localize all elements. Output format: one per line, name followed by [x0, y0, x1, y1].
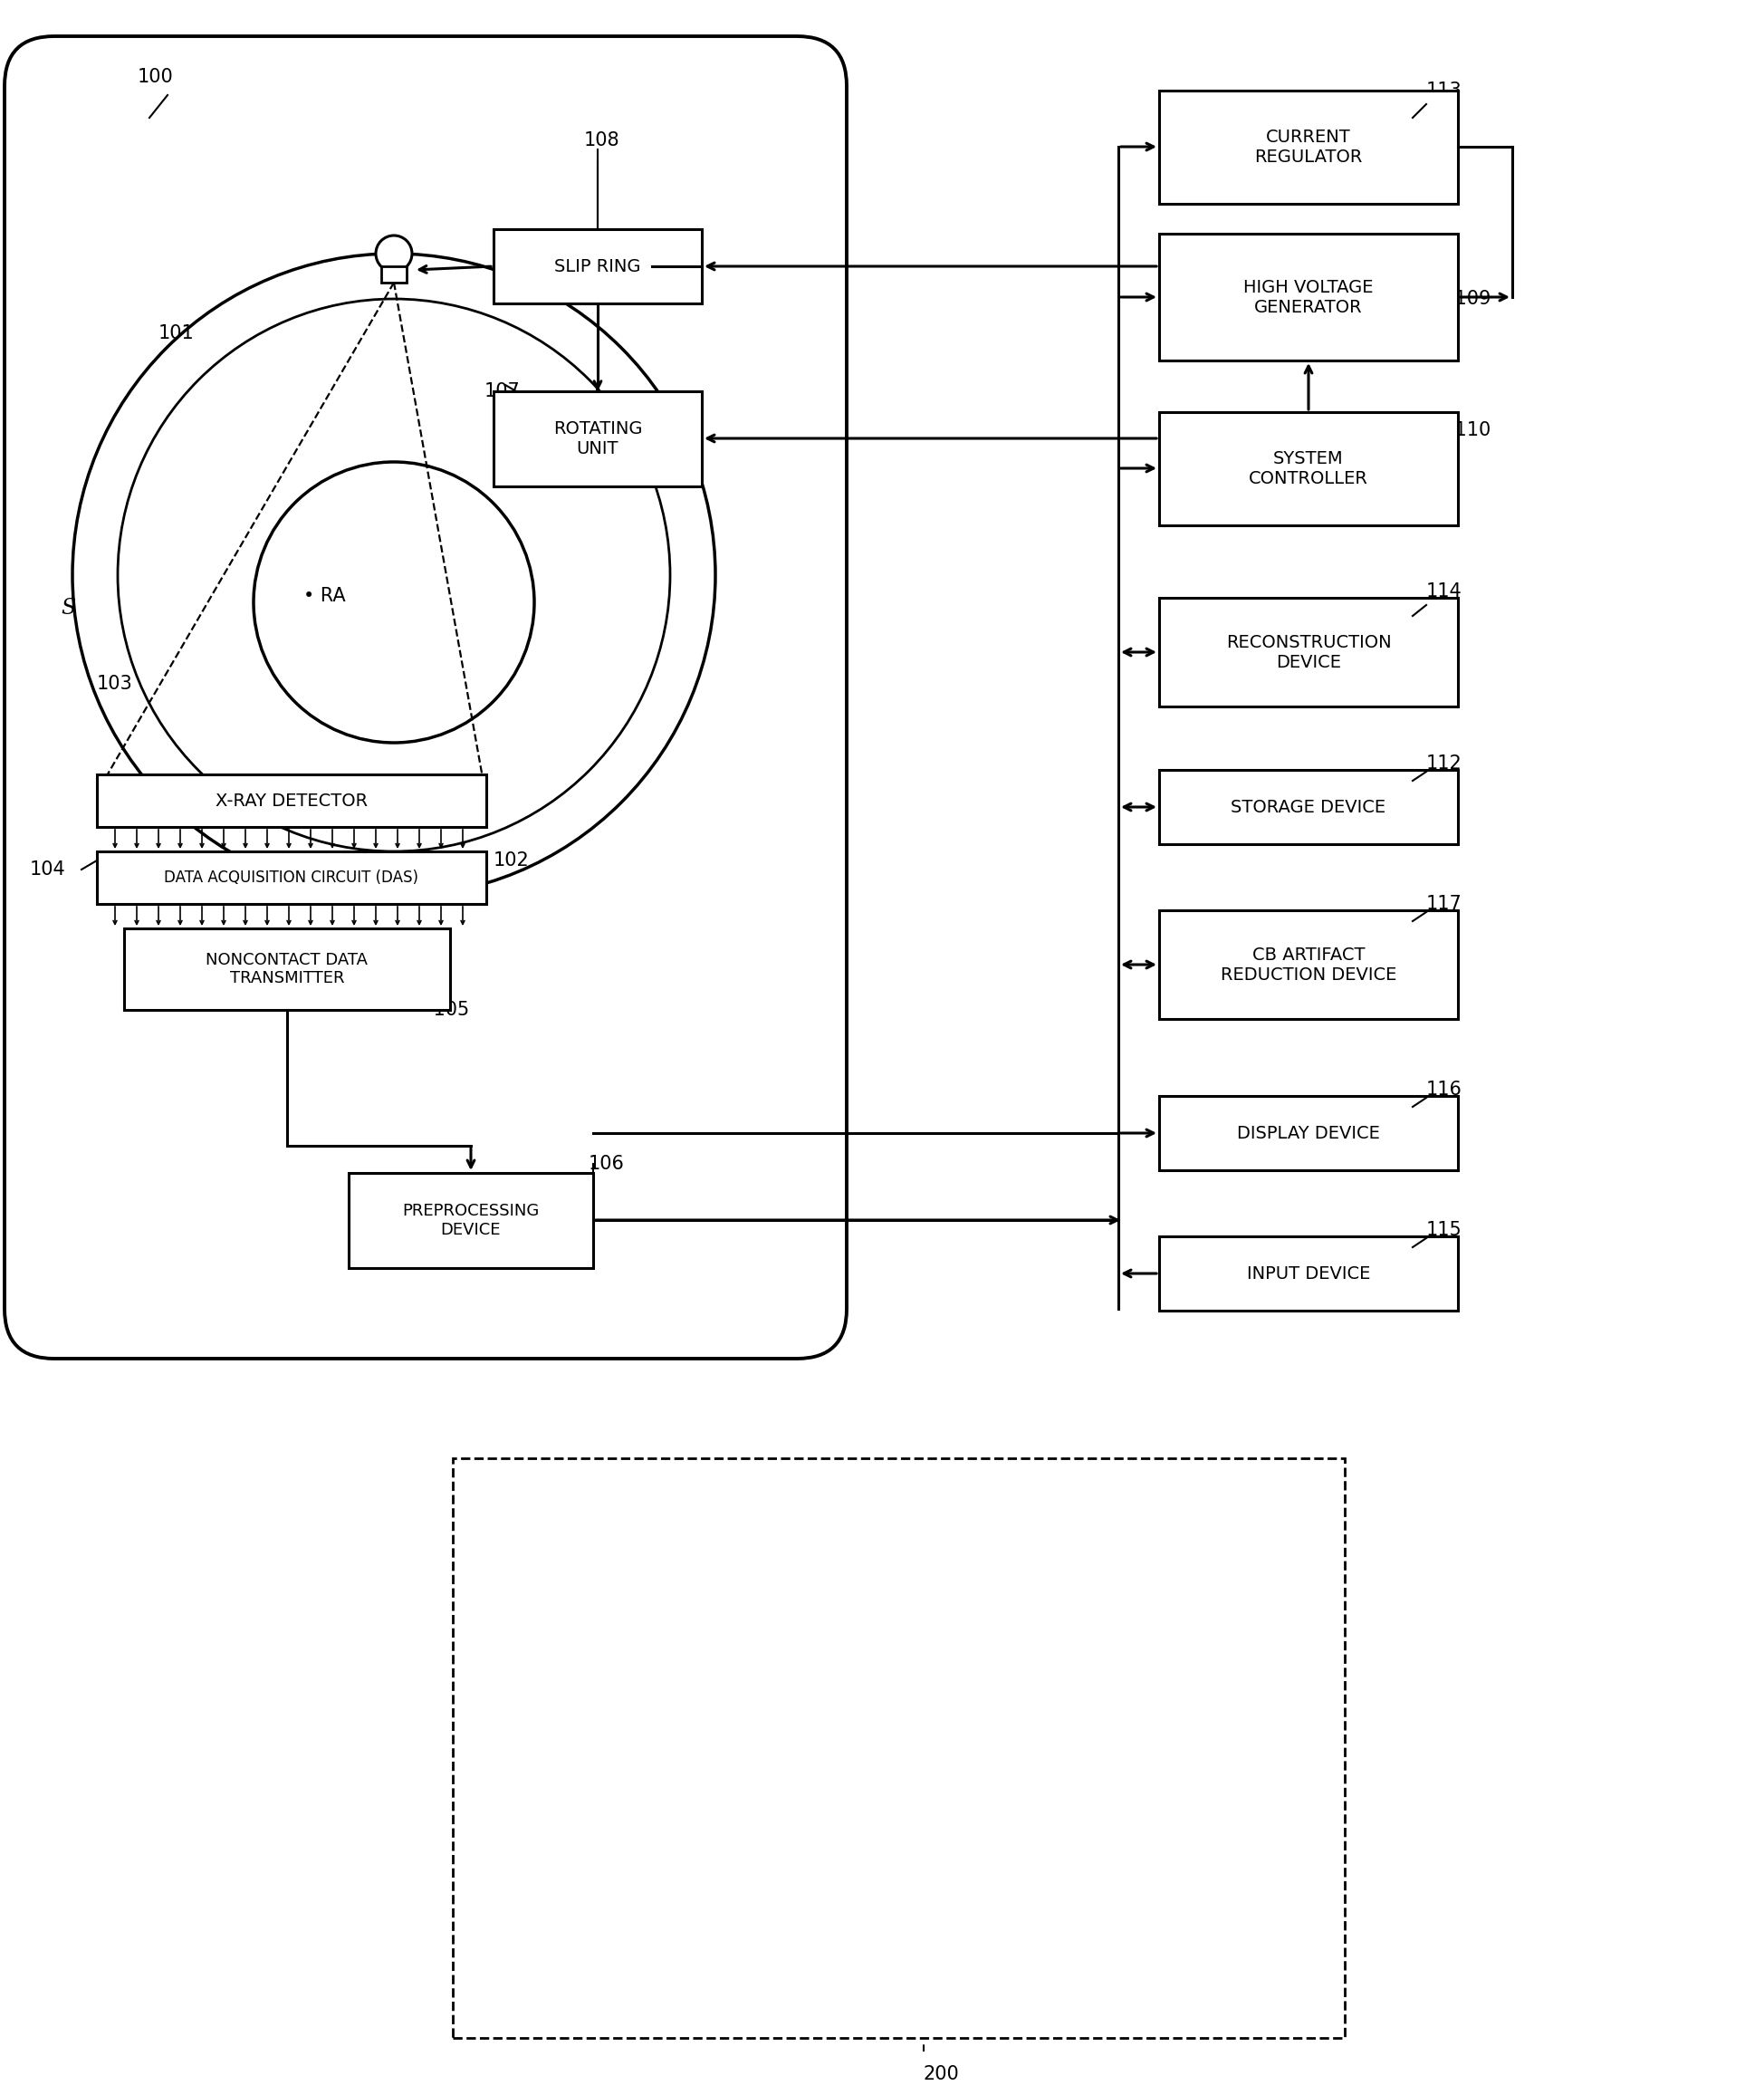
Text: 100: 100 [138, 67, 173, 86]
FancyBboxPatch shape [381, 266, 406, 283]
Text: CB ARTIFACT
REDUCTION DEVICE: CB ARTIFACT REDUCTION DEVICE [1221, 947, 1395, 983]
Text: 116: 116 [1425, 1081, 1462, 1098]
Text: ROTATING
UNIT: ROTATING UNIT [552, 421, 642, 457]
Text: 200: 200 [923, 2066, 960, 2082]
FancyBboxPatch shape [5, 36, 847, 1360]
FancyBboxPatch shape [453, 1458, 1344, 2038]
FancyBboxPatch shape [123, 928, 450, 1010]
Text: HIGH VOLTAGE
GENERATOR: HIGH VOLTAGE GENERATOR [1244, 279, 1372, 316]
Text: 102: 102 [494, 851, 529, 869]
Text: • RA: • RA [303, 587, 346, 605]
Text: 104: 104 [30, 861, 65, 878]
Text: SYSTEM
CONTROLLER: SYSTEM CONTROLLER [1249, 450, 1367, 488]
FancyBboxPatch shape [494, 392, 702, 486]
Text: 103: 103 [97, 675, 132, 693]
Text: ~109: ~109 [1439, 289, 1491, 308]
Text: 106: 106 [589, 1154, 624, 1173]
Text: NONCONTACT DATA
TRANSMITTER: NONCONTACT DATA TRANSMITTER [206, 951, 369, 987]
Text: ~105: ~105 [418, 1001, 469, 1018]
Text: STORAGE DEVICE: STORAGE DEVICE [1231, 798, 1385, 815]
FancyBboxPatch shape [1159, 597, 1457, 706]
FancyBboxPatch shape [97, 851, 487, 903]
FancyBboxPatch shape [1159, 769, 1457, 844]
Text: 113: 113 [1425, 82, 1462, 101]
Text: 108: 108 [584, 132, 619, 149]
Text: 112: 112 [1425, 754, 1462, 773]
FancyBboxPatch shape [494, 228, 702, 304]
Text: 107: 107 [483, 381, 520, 400]
Text: 115: 115 [1425, 1221, 1462, 1238]
FancyBboxPatch shape [1159, 911, 1457, 1018]
Text: 117: 117 [1425, 895, 1462, 913]
FancyBboxPatch shape [1159, 1096, 1457, 1171]
FancyBboxPatch shape [1159, 235, 1457, 360]
Text: ~110: ~110 [1439, 421, 1491, 440]
Text: SLIP RING: SLIP RING [554, 258, 640, 274]
Circle shape [376, 235, 411, 272]
Text: INPUT DEVICE: INPUT DEVICE [1245, 1265, 1369, 1282]
Text: RECONSTRUCTION
DEVICE: RECONSTRUCTION DEVICE [1226, 633, 1390, 670]
Text: S: S [60, 597, 76, 618]
Text: PREPROCESSING
DEVICE: PREPROCESSING DEVICE [402, 1203, 540, 1238]
FancyBboxPatch shape [1159, 90, 1457, 203]
FancyBboxPatch shape [1159, 1236, 1457, 1311]
Text: CURRENT
REGULATOR: CURRENT REGULATOR [1254, 128, 1362, 166]
Text: 114: 114 [1425, 582, 1462, 601]
FancyBboxPatch shape [1159, 413, 1457, 526]
FancyBboxPatch shape [349, 1173, 593, 1267]
Text: DATA ACQUISITION CIRCUIT (DAS): DATA ACQUISITION CIRCUIT (DAS) [164, 869, 418, 886]
Text: 101: 101 [159, 325, 194, 341]
FancyBboxPatch shape [97, 775, 487, 828]
Text: DISPLAY DEVICE: DISPLAY DEVICE [1237, 1125, 1379, 1142]
Text: X-RAY DETECTOR: X-RAY DETECTOR [215, 792, 367, 809]
